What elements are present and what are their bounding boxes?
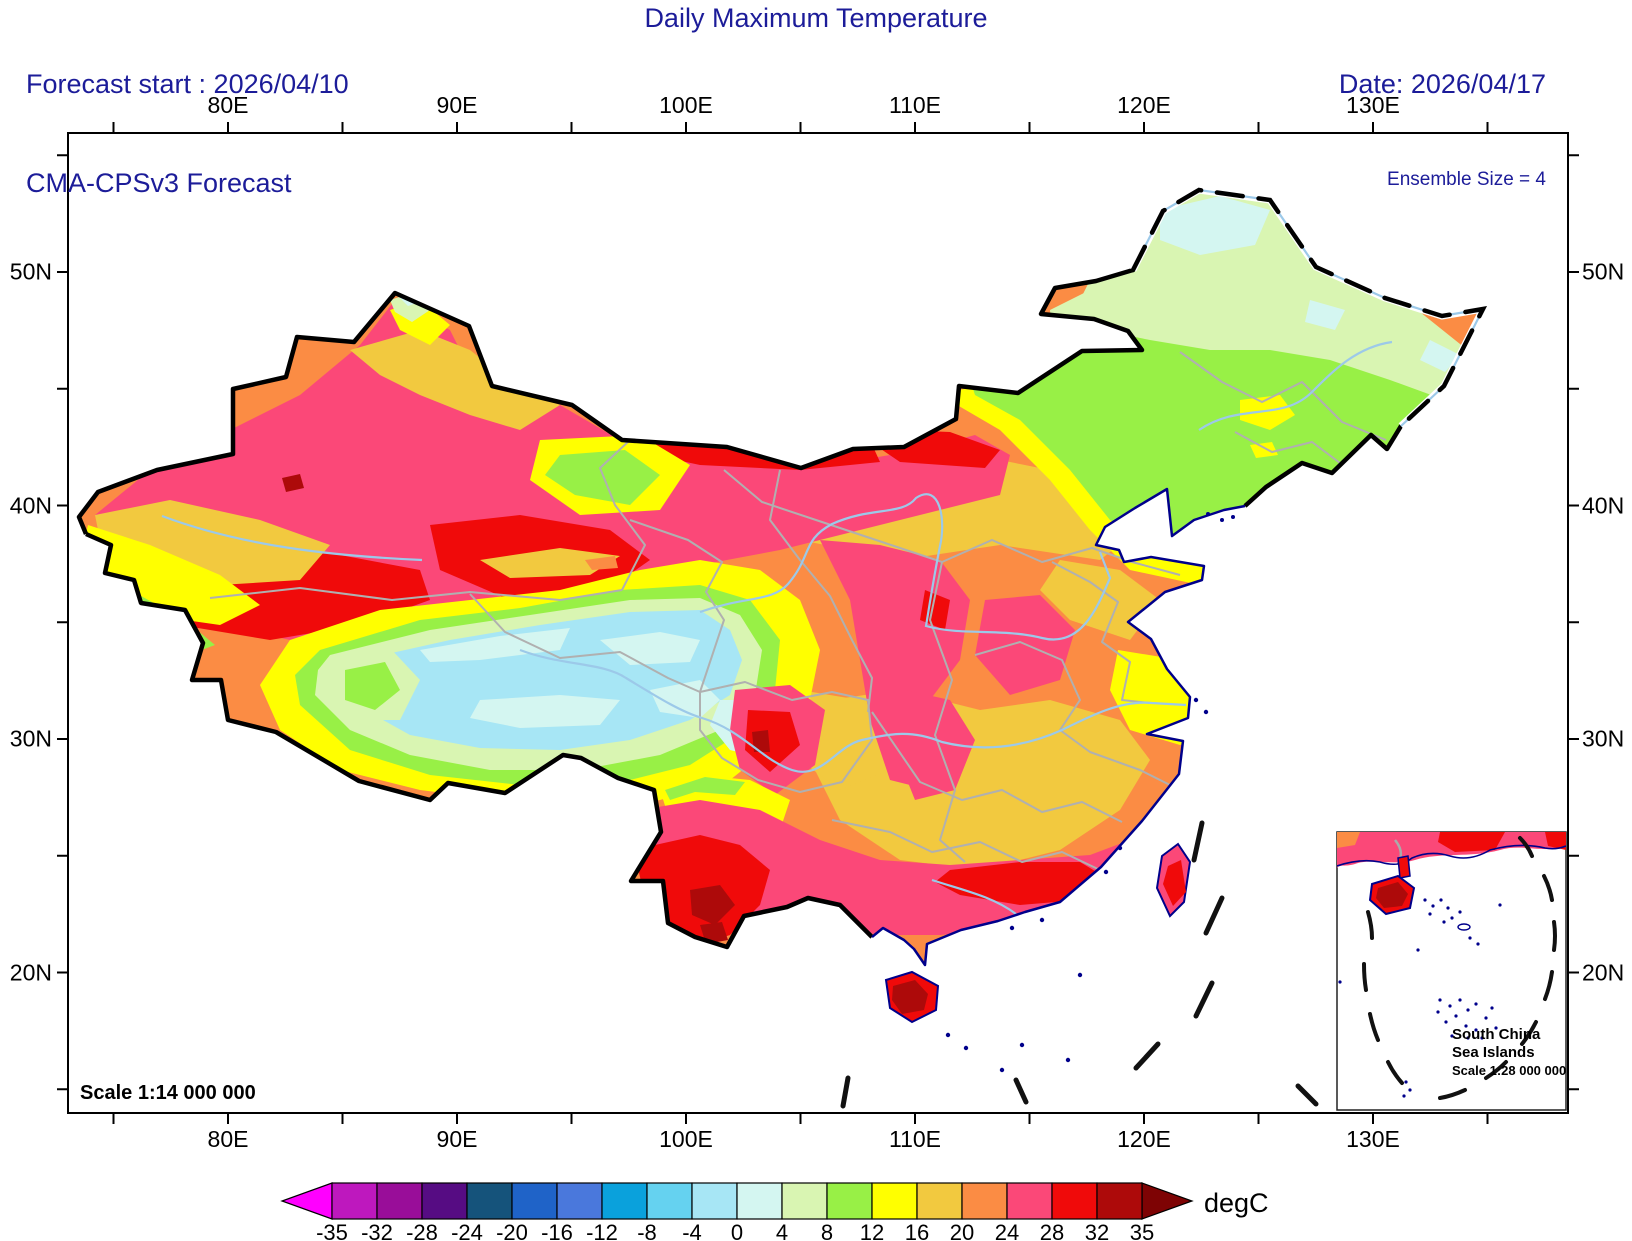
colorbar-tick-label: -12 <box>586 1220 618 1241</box>
valid-date-label: Date: 2026/04/17 <box>1338 69 1546 99</box>
axis-tick-label: 80E <box>207 92 249 118</box>
colorbar-tick-label: 8 <box>820 1220 834 1241</box>
axis-tick-label: 90E <box>436 92 478 118</box>
colorbar-cell <box>1006 1182 1053 1220</box>
inset-atoll-outline <box>1457 923 1471 931</box>
axis-tick-label: 20N <box>1582 959 1625 985</box>
header-right: Date: 2026/04/17 Ensemble Size = 4 <box>1339 2 1546 226</box>
offshore-island-dots <box>945 512 1235 1073</box>
axis-tick-label: 110E <box>888 92 942 118</box>
colorbar-cell <box>556 1182 603 1220</box>
colorbar-tick-label: 12 <box>859 1220 885 1241</box>
page-title: Daily Maximum Temperature <box>644 3 988 33</box>
inset-caption-line1: South China <box>1452 1026 1541 1043</box>
colorbar-tick-label: 24 <box>994 1220 1020 1241</box>
colorbar-cell <box>1096 1182 1143 1220</box>
axis-tick-label: 110E <box>888 1126 942 1152</box>
colorbar-cell <box>376 1182 423 1220</box>
axis-tick-label: 40N <box>1582 492 1625 518</box>
axis-tick-label: 30N <box>1582 725 1625 752</box>
colorbar-tick-label: 32 <box>1084 1220 1110 1241</box>
axis-tick-label: 100E <box>659 1126 713 1152</box>
colorbar-tick-label: -4 <box>682 1220 702 1241</box>
colorbar-unit-label: degC <box>1204 1188 1269 1218</box>
taiwan-island <box>1155 842 1192 918</box>
province-borders <box>209 351 1396 871</box>
colorbar-cell <box>1051 1182 1098 1220</box>
colorbar-cell <box>466 1182 513 1220</box>
colorbar-tick-label: -32 <box>361 1220 393 1241</box>
colorbar-arrow <box>280 1182 333 1220</box>
axis-tick-label: 100E <box>659 92 713 118</box>
axis-ticks <box>57 122 1579 1124</box>
colorbar-cell <box>871 1182 918 1220</box>
colorbar-cell <box>421 1182 468 1220</box>
inset-caption-line3: Scale 1:28 000 000 <box>1452 1063 1567 1078</box>
colorbar-tick-label: 16 <box>904 1220 930 1241</box>
colorbar-tick-label: -28 <box>406 1220 438 1241</box>
colorbar-cell <box>961 1182 1008 1220</box>
axis-tick-label: 120E <box>1117 92 1171 118</box>
national-border-south <box>85 531 874 950</box>
model-label: CMA-CPSv3 Forecast <box>26 168 292 198</box>
colorbar-tick-label: 0 <box>730 1220 744 1241</box>
axis-tick-label: 30N <box>9 725 52 752</box>
colorbar-tick-label: -8 <box>637 1220 657 1241</box>
colorbar-cell <box>781 1182 828 1220</box>
colorbar-cell <box>511 1182 558 1220</box>
colorbar-cell <box>826 1182 873 1220</box>
colorbar-tick-label: 20 <box>949 1220 975 1241</box>
colorbar-arrow <box>1141 1182 1194 1220</box>
hainan-island <box>884 970 940 1024</box>
forecast-start-label: Forecast start : 2026/04/10 <box>26 69 349 99</box>
colorbar-tick-label: 4 <box>775 1220 789 1241</box>
inset-island-dots <box>1338 898 1502 1098</box>
inset-nine-dash-line <box>1362 836 1557 1100</box>
colorbar-tick-label: 35 <box>1129 1220 1155 1241</box>
colorbar-cell <box>916 1182 963 1220</box>
colorbar-tick-label: -16 <box>541 1220 573 1241</box>
colorbar-cell <box>646 1182 693 1220</box>
south-china-sea-inset <box>1336 831 1567 1111</box>
colorbar-cell <box>331 1182 378 1220</box>
colorbar-tick-label: -24 <box>451 1220 483 1241</box>
colorbar-tick-label: -20 <box>496 1220 528 1241</box>
axis-tick-label: 40N <box>9 492 52 518</box>
colorbar <box>280 1182 1194 1220</box>
nine-dash-line <box>840 820 1319 1109</box>
map-scale-label: Scale 1:14 000 000 <box>80 1082 256 1104</box>
header-left: Forecast start : 2026/04/10 CMA-CPSv3 Fo… <box>26 2 349 233</box>
rivers <box>161 340 1393 915</box>
axis-tick-label: 80E <box>207 1126 249 1152</box>
axis-tick-label: 120E <box>1117 1126 1171 1152</box>
axis-tick-label: 130E <box>1346 92 1400 118</box>
colorbar-tick-label: 28 <box>1039 1220 1065 1241</box>
colorbar-cell <box>736 1182 783 1220</box>
colorbar-cell <box>691 1182 738 1220</box>
axis-tick-label: 90E <box>436 1126 478 1152</box>
axis-tick-label: 50N <box>9 258 52 285</box>
axis-tick-label: 50N <box>1582 258 1625 285</box>
axis-tick-label: 20N <box>9 959 52 985</box>
inset-caption: South China Sea Islands Scale 1:28 000 0… <box>1452 1026 1566 1080</box>
coastline <box>871 487 1246 967</box>
ensemble-size-label: Ensemble Size = 4 <box>1387 169 1546 190</box>
inset-caption-line2: Sea Islands <box>1452 1044 1535 1061</box>
dashed-russia-border <box>1129 186 1490 429</box>
axis-tick-label: 130E <box>1346 1126 1400 1152</box>
colorbar-tick-label: -35 <box>316 1220 348 1241</box>
colorbar-cell <box>601 1182 648 1220</box>
